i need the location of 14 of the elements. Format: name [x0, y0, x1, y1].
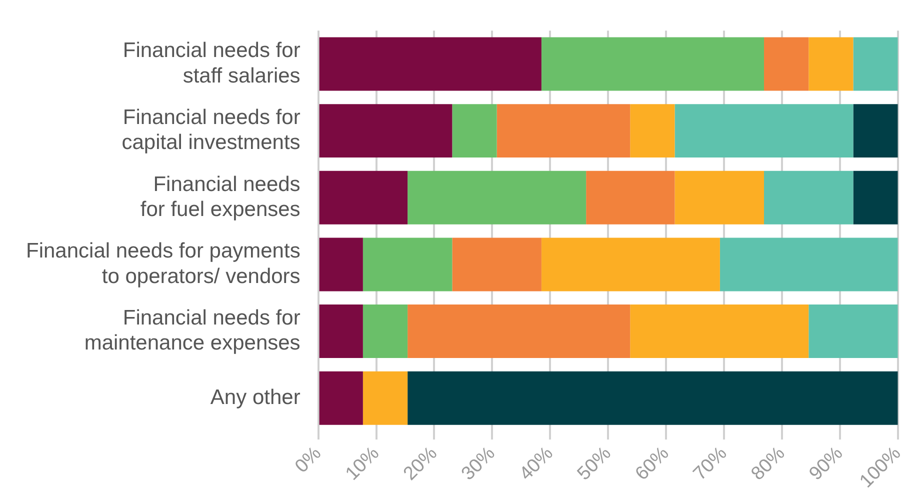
x-tick-label: 0% — [291, 442, 326, 478]
x-tick-label: 60% — [632, 442, 674, 485]
x-tick-label: 90% — [805, 442, 848, 485]
x-tick-label: 50% — [574, 442, 616, 485]
x-tick-label: 80% — [747, 442, 790, 485]
y-tick-label: Financial needs for payments to operators/ vendors — [26, 240, 300, 288]
y-tick-label: Financial needs for staff salaries — [122, 39, 300, 88]
y-tick-label: Financial needs for maintenance expenses — [84, 306, 300, 355]
y-tick-label: Financial needs for fuel expenses — [140, 172, 300, 222]
x-tick-label: 70% — [690, 442, 732, 485]
y-tick-label: Financial needs for capital investments — [122, 106, 300, 154]
x-tick-label: 30% — [458, 442, 500, 485]
x-tick-label: 40% — [516, 442, 558, 485]
y-tick-label: Any other — [210, 386, 300, 409]
